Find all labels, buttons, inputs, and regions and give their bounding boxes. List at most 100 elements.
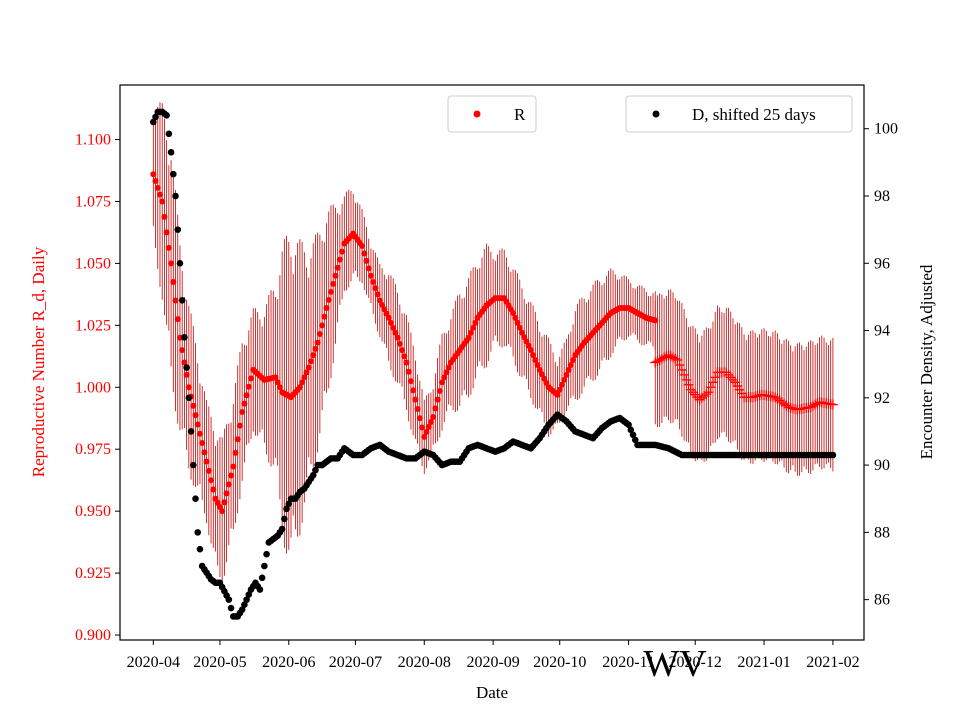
r-point <box>563 371 570 378</box>
r-point <box>303 369 310 376</box>
r-point <box>307 358 314 365</box>
d-point <box>256 586 264 593</box>
d-point <box>245 591 253 598</box>
r-point <box>168 260 175 267</box>
r-point <box>223 490 230 497</box>
r-point <box>407 378 414 385</box>
right-axis-label: Encounter Density, Adjusted <box>917 264 936 459</box>
left-tick-label: 1.050 <box>75 255 111 272</box>
r-point <box>323 304 330 311</box>
right-tick-label: 98 <box>874 188 890 205</box>
legend-d-marker <box>652 110 660 118</box>
r-point <box>512 314 519 321</box>
r-point <box>416 415 423 422</box>
left-tick-label: 0.950 <box>75 503 111 520</box>
r-point <box>419 424 426 431</box>
left-tick-label: 1.100 <box>75 132 111 149</box>
r-point <box>336 256 343 263</box>
r-point <box>516 324 523 331</box>
d-point <box>170 170 177 178</box>
x-tick-label: 2020-10 <box>533 654 586 671</box>
r-later-point <box>723 369 734 380</box>
d-point <box>163 111 170 119</box>
x-tick-label: 2020-06 <box>262 654 315 671</box>
r-point <box>567 361 574 368</box>
r-point <box>152 178 159 185</box>
r-point <box>394 334 401 341</box>
r-point <box>556 386 563 393</box>
r-point <box>161 213 168 220</box>
r-later-point <box>721 367 732 378</box>
x-tick-label: 2021-02 <box>806 654 859 671</box>
r-point <box>274 379 281 386</box>
r-point <box>243 392 250 399</box>
r-point <box>159 198 166 205</box>
r-point <box>370 278 377 285</box>
d-point <box>181 333 188 341</box>
r-point <box>319 322 326 329</box>
d-series-markers <box>150 108 837 620</box>
r-point <box>554 391 561 398</box>
legend-r: R <box>447 95 537 133</box>
d-point <box>192 495 199 503</box>
r-point <box>192 412 199 419</box>
r-point <box>441 374 448 381</box>
d-point <box>150 118 157 126</box>
r-point <box>316 331 323 338</box>
r-later-point <box>668 352 679 363</box>
r-point <box>194 421 201 428</box>
right-axis-ticks: 86 88 90 92 94 96 98 100 <box>864 121 898 609</box>
r-point <box>272 374 279 381</box>
left-tick-label: 1.000 <box>75 379 111 396</box>
d-point <box>174 226 182 233</box>
right-tick-label: 88 <box>874 524 890 541</box>
right-tick-label: 96 <box>874 255 890 272</box>
r-point <box>210 486 217 493</box>
r-point <box>185 384 192 391</box>
r-point <box>410 387 417 394</box>
d-point <box>165 130 173 138</box>
r-later-point <box>703 387 714 398</box>
r-point <box>219 508 226 515</box>
plot-frame <box>119 84 865 641</box>
state-annotation: WV <box>643 643 707 685</box>
r-point <box>530 352 537 359</box>
r-point <box>374 291 381 298</box>
x-tick-label: 2020-07 <box>329 654 382 671</box>
r-point <box>421 433 428 440</box>
legend-d-label: D, shifted 25 days <box>692 105 816 124</box>
r-point <box>239 409 246 416</box>
x-tick-label: 2021-01 <box>737 654 790 671</box>
r-point <box>412 396 419 403</box>
r-later-point <box>810 399 821 410</box>
r-later-point <box>659 352 670 363</box>
r-point <box>510 309 517 316</box>
r-point <box>199 440 206 447</box>
r-point <box>472 319 479 326</box>
r-point <box>205 467 212 474</box>
d-point <box>152 113 159 121</box>
d-point <box>312 466 319 474</box>
left-tick-label: 0.900 <box>75 627 111 644</box>
r-point <box>154 184 161 191</box>
r-later-point <box>727 374 738 385</box>
r-later-point <box>674 359 685 370</box>
x-tick-label: 2020-08 <box>398 654 451 671</box>
r-point <box>245 383 252 390</box>
d-point <box>196 545 204 553</box>
r-later-point <box>725 372 736 383</box>
r-later-point <box>701 389 712 400</box>
r-point <box>532 357 539 364</box>
r-later-point <box>710 372 721 383</box>
r-point <box>312 345 319 352</box>
r-point <box>321 313 328 320</box>
d-point <box>285 500 293 508</box>
right-tick-label: 100 <box>874 121 898 138</box>
r-point <box>156 191 163 198</box>
d-point <box>281 515 288 523</box>
r-point <box>652 317 659 324</box>
d-point <box>185 394 193 402</box>
r-point <box>201 449 208 456</box>
r-point <box>399 347 406 354</box>
d-point <box>172 192 179 200</box>
